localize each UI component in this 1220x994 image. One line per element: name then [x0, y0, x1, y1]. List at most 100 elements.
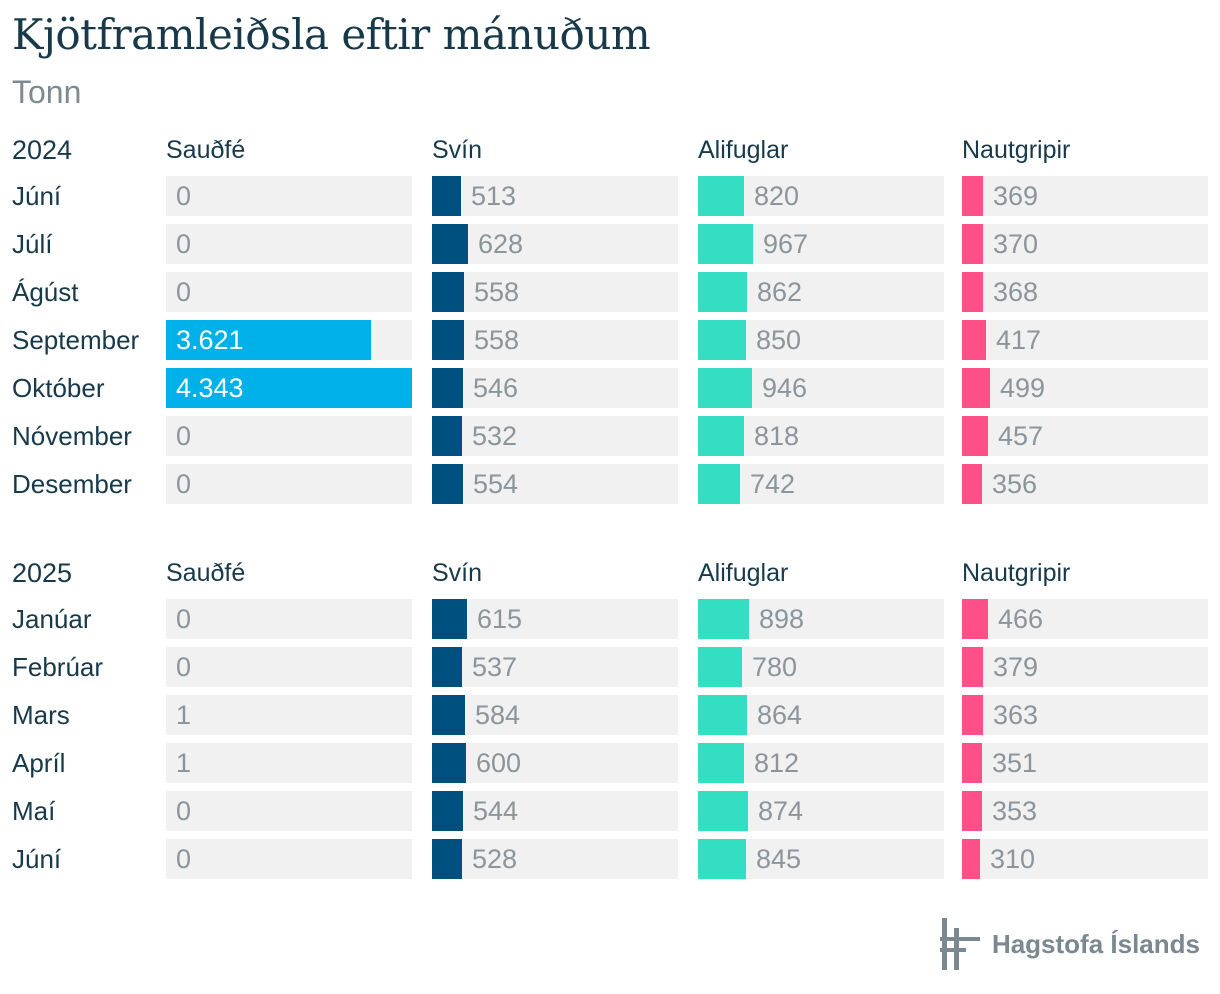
series-header-svin: Svín: [432, 559, 483, 587]
bar-value-label: 368: [993, 277, 1039, 307]
bar-value-label: 363: [993, 700, 1039, 730]
bar-alifuglar: [698, 464, 740, 504]
bar-value-label: 513: [471, 181, 517, 211]
series-header-saudfe: Sauðfé: [166, 559, 246, 587]
page-title: Kjötframleiðsla eftir mánuðum: [12, 10, 651, 59]
bar-nautgripir: [962, 695, 983, 735]
bar-svin: [432, 599, 467, 639]
bar-cell: 369: [962, 176, 1208, 216]
bar-cell: 615: [432, 599, 678, 639]
bar-value-label: 946: [762, 373, 808, 403]
bar-svin: [432, 839, 462, 879]
bar-cell: 513: [432, 176, 678, 216]
bar-nautgripir: [962, 320, 986, 360]
bar-cell: 368: [962, 272, 1208, 312]
bar-svin: [432, 791, 463, 831]
bar-value-label: 862: [757, 277, 803, 307]
bar-nautgripir: [962, 272, 983, 312]
bar-cell: 584: [432, 695, 678, 735]
month-label: September: [12, 325, 140, 355]
bar-alifuglar: [698, 743, 744, 783]
month-label: Desember: [12, 469, 132, 499]
month-label: Janúar: [12, 604, 92, 634]
bar-svin: [432, 176, 461, 216]
bar-nautgripir: [962, 839, 980, 879]
hagstofa-logo-icon: [939, 918, 980, 970]
bar-value-label: 370: [993, 229, 1039, 259]
bar-value-label: 1: [176, 748, 192, 778]
series-header-alifuglar: Alifuglar: [698, 559, 789, 587]
bar-value-label: 457: [998, 421, 1044, 451]
bar-cell: 417: [962, 320, 1208, 360]
bar-cell: 351: [962, 743, 1208, 783]
month-label: Október: [12, 373, 105, 403]
bar-cell: 742: [698, 464, 944, 504]
bar-svin: [432, 368, 463, 408]
bar-nautgripir: [962, 224, 983, 264]
bar-svin: [432, 464, 463, 504]
bar-cell: 0: [166, 599, 412, 639]
bar-alifuglar: [698, 224, 753, 264]
bar-value-label: 820: [754, 181, 800, 211]
bar-cell: 528: [432, 839, 678, 879]
bar-cell: 558: [432, 320, 678, 360]
bar-value-label: 1: [176, 700, 192, 730]
bar-value-label: 417: [996, 325, 1042, 355]
bar-value-label: 0: [176, 277, 192, 307]
bar-value-label: 0: [176, 229, 192, 259]
bar-value-label: 967: [763, 229, 809, 259]
bar-nautgripir: [962, 176, 983, 216]
month-label: Júní: [12, 181, 62, 211]
bar-value-label: 898: [759, 604, 805, 634]
bar-cell: 818: [698, 416, 944, 456]
series-header-svin: Svín: [432, 136, 483, 164]
bar-alifuglar: [698, 791, 748, 831]
bar-nautgripir: [962, 743, 982, 783]
bar-cell: 457: [962, 416, 1208, 456]
bar-value-label: 546: [473, 373, 519, 403]
bar-value-label: 0: [176, 469, 192, 499]
month-label: Júlí: [12, 229, 53, 259]
bar-value-label: 850: [756, 325, 802, 355]
bar-cell: 898: [698, 599, 944, 639]
month-label: Apríl: [12, 748, 66, 778]
bar-cell: 466: [962, 599, 1208, 639]
bar-svin: [432, 272, 464, 312]
bar-value-label: 3.621: [176, 325, 244, 355]
bar-cell: 544: [432, 791, 678, 831]
bar-svin: [432, 224, 468, 264]
bar-value-label: 558: [474, 277, 520, 307]
bar-alifuglar: [698, 839, 746, 879]
month-label: Ágúst: [12, 277, 79, 307]
bar-value-label: 812: [754, 748, 800, 778]
bar-cell: 537: [432, 647, 678, 687]
bar-cell: 554: [432, 464, 678, 504]
bar-alifuglar: [698, 272, 747, 312]
page-subtitle: Tonn: [12, 74, 82, 110]
bar-cell: 353: [962, 791, 1208, 831]
bar-cell: 546: [432, 368, 678, 408]
bar-value-label: 0: [176, 652, 192, 682]
bar-cell: 780: [698, 647, 944, 687]
bar-nautgripir: [962, 416, 988, 456]
bar-cell: 0: [166, 464, 412, 504]
bar-value-label: 466: [998, 604, 1044, 634]
bar-cell: 0: [166, 416, 412, 456]
bar-cell: 1: [166, 743, 412, 783]
series-header-saudfe: Sauðfé: [166, 136, 246, 164]
bar-value-label: 874: [758, 796, 804, 826]
bar-cell: 874: [698, 791, 944, 831]
bar-saudfe: [166, 368, 412, 408]
bar-svin: [432, 320, 464, 360]
bar-value-label: 532: [472, 421, 518, 451]
bar-cell: 946: [698, 368, 944, 408]
bar-cell: 628: [432, 224, 678, 264]
bar-cell: 812: [698, 743, 944, 783]
bar-value-label: 615: [477, 604, 523, 634]
bar-cell: 3.621: [166, 320, 412, 360]
bar-value-label: 818: [754, 421, 800, 451]
bar-cell: 600: [432, 743, 678, 783]
month-label: Mars: [12, 700, 70, 730]
bar-value-label: 310: [990, 844, 1036, 874]
year-label: 2025: [12, 558, 73, 588]
